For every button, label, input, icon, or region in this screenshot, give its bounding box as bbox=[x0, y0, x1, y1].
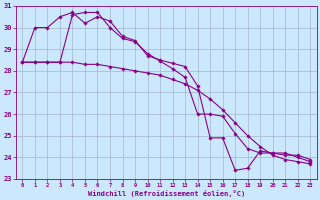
X-axis label: Windchill (Refroidissement éolien,°C): Windchill (Refroidissement éolien,°C) bbox=[88, 190, 245, 197]
